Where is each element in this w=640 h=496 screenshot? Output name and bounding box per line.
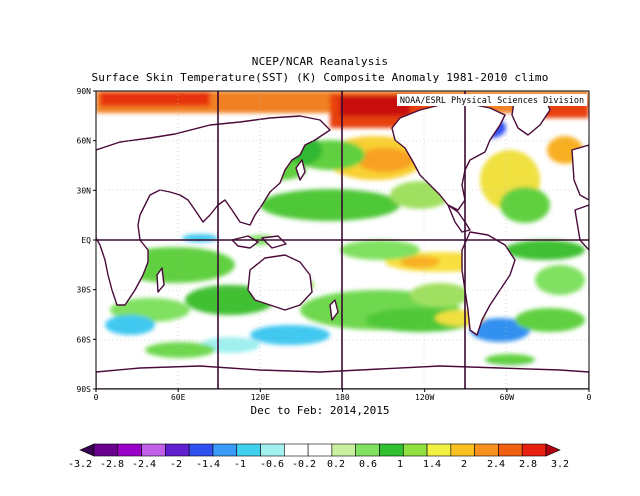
x-tick-label: 0 xyxy=(94,393,99,402)
colorbar: -3.2 -2.8 -2.4 -2 -1.4 -1 -0.6 -0.2 0.2 0.6 1 1.4 2 2… xyxy=(68,443,569,470)
colorbar-bin xyxy=(212,443,238,457)
colorbar-level-label: -1 xyxy=(234,459,246,470)
y-tick-label: 30N xyxy=(77,186,92,195)
colorbar-bin xyxy=(284,443,309,457)
colorbar-level-label: 2.8 xyxy=(519,459,537,470)
colorbar-bin xyxy=(402,443,428,457)
anomaly-field xyxy=(96,91,589,389)
chart-title: NCEP/NCAR Reanalysis xyxy=(251,55,389,68)
colorbar-bin xyxy=(165,443,190,457)
colorbar-bin xyxy=(474,443,499,457)
colorbar-max-arrow xyxy=(545,443,561,457)
colorbar-bin xyxy=(141,443,166,457)
region-boundaries xyxy=(96,91,589,389)
x-tick-label: 120W xyxy=(415,393,434,402)
colorbar-bin xyxy=(355,443,380,457)
colorbar-bin xyxy=(521,443,547,457)
colorbar-level-label: 2.4 xyxy=(487,459,505,470)
colorbar-bin xyxy=(307,443,333,457)
colorbar-level-label: -2.4 xyxy=(132,459,156,470)
colorbar-level-label: -2.8 xyxy=(100,459,124,470)
x-tick-label: 60E xyxy=(171,393,186,402)
x-tick-label: 0 xyxy=(587,393,592,402)
colorbar-level-label: 0.6 xyxy=(359,459,377,470)
credit-box xyxy=(397,94,587,106)
period-label: Dec to Feb: 2014,2015 xyxy=(250,404,390,417)
y-tick-label: 90S xyxy=(77,385,92,394)
y-tick-label: 90N xyxy=(77,87,92,96)
colorbar-level-label: -3.2 xyxy=(68,459,92,470)
y-axis: 90N 60N 30N EQ 30S 60S 90S xyxy=(77,87,96,394)
colorbar-bin xyxy=(450,443,475,457)
y-tick-label: 30S xyxy=(77,286,92,295)
y-tick-label: EQ xyxy=(81,236,91,245)
colorbar-bin xyxy=(331,443,356,457)
x-axis: 0 60E 120E 180 120W 60W 0 xyxy=(94,389,592,402)
x-tick-label: 60W xyxy=(500,393,515,402)
chart-subtitle: Surface Skin Temperature(SST) (K) Compos… xyxy=(91,71,549,84)
colorbar-level-label: 0.2 xyxy=(327,459,345,470)
x-tick-label: 120E xyxy=(251,393,270,402)
colorbar-bin xyxy=(93,443,119,457)
colorbar-level-label: 3.2 xyxy=(551,459,569,470)
colorbar-bin xyxy=(260,443,285,457)
credit-label: NOAA/ESRL Physical Sciences Division xyxy=(400,96,584,106)
colorbar-bin xyxy=(426,443,452,457)
y-tick-label: 60S xyxy=(77,335,92,344)
colorbar-level-label: 1 xyxy=(397,459,403,470)
x-tick-label: 180 xyxy=(335,393,350,402)
colorbar-level-label: -2 xyxy=(170,459,182,470)
colorbar-level-label: -0.6 xyxy=(260,459,284,470)
colorbar-bin xyxy=(188,443,214,457)
colorbar-bin xyxy=(236,443,261,457)
colorbar-min-arrow xyxy=(79,443,95,457)
colorbar-level-label: -0.2 xyxy=(292,459,316,470)
colorbar-level-label: -1.4 xyxy=(196,459,220,470)
colorbar-level-label: 1.4 xyxy=(423,459,441,470)
y-tick-label: 60N xyxy=(77,137,92,146)
colorbar-bin xyxy=(498,443,523,457)
colorbar-level-label: 2 xyxy=(461,459,467,470)
colorbar-bin xyxy=(379,443,404,457)
colorbar-bin xyxy=(117,443,142,457)
